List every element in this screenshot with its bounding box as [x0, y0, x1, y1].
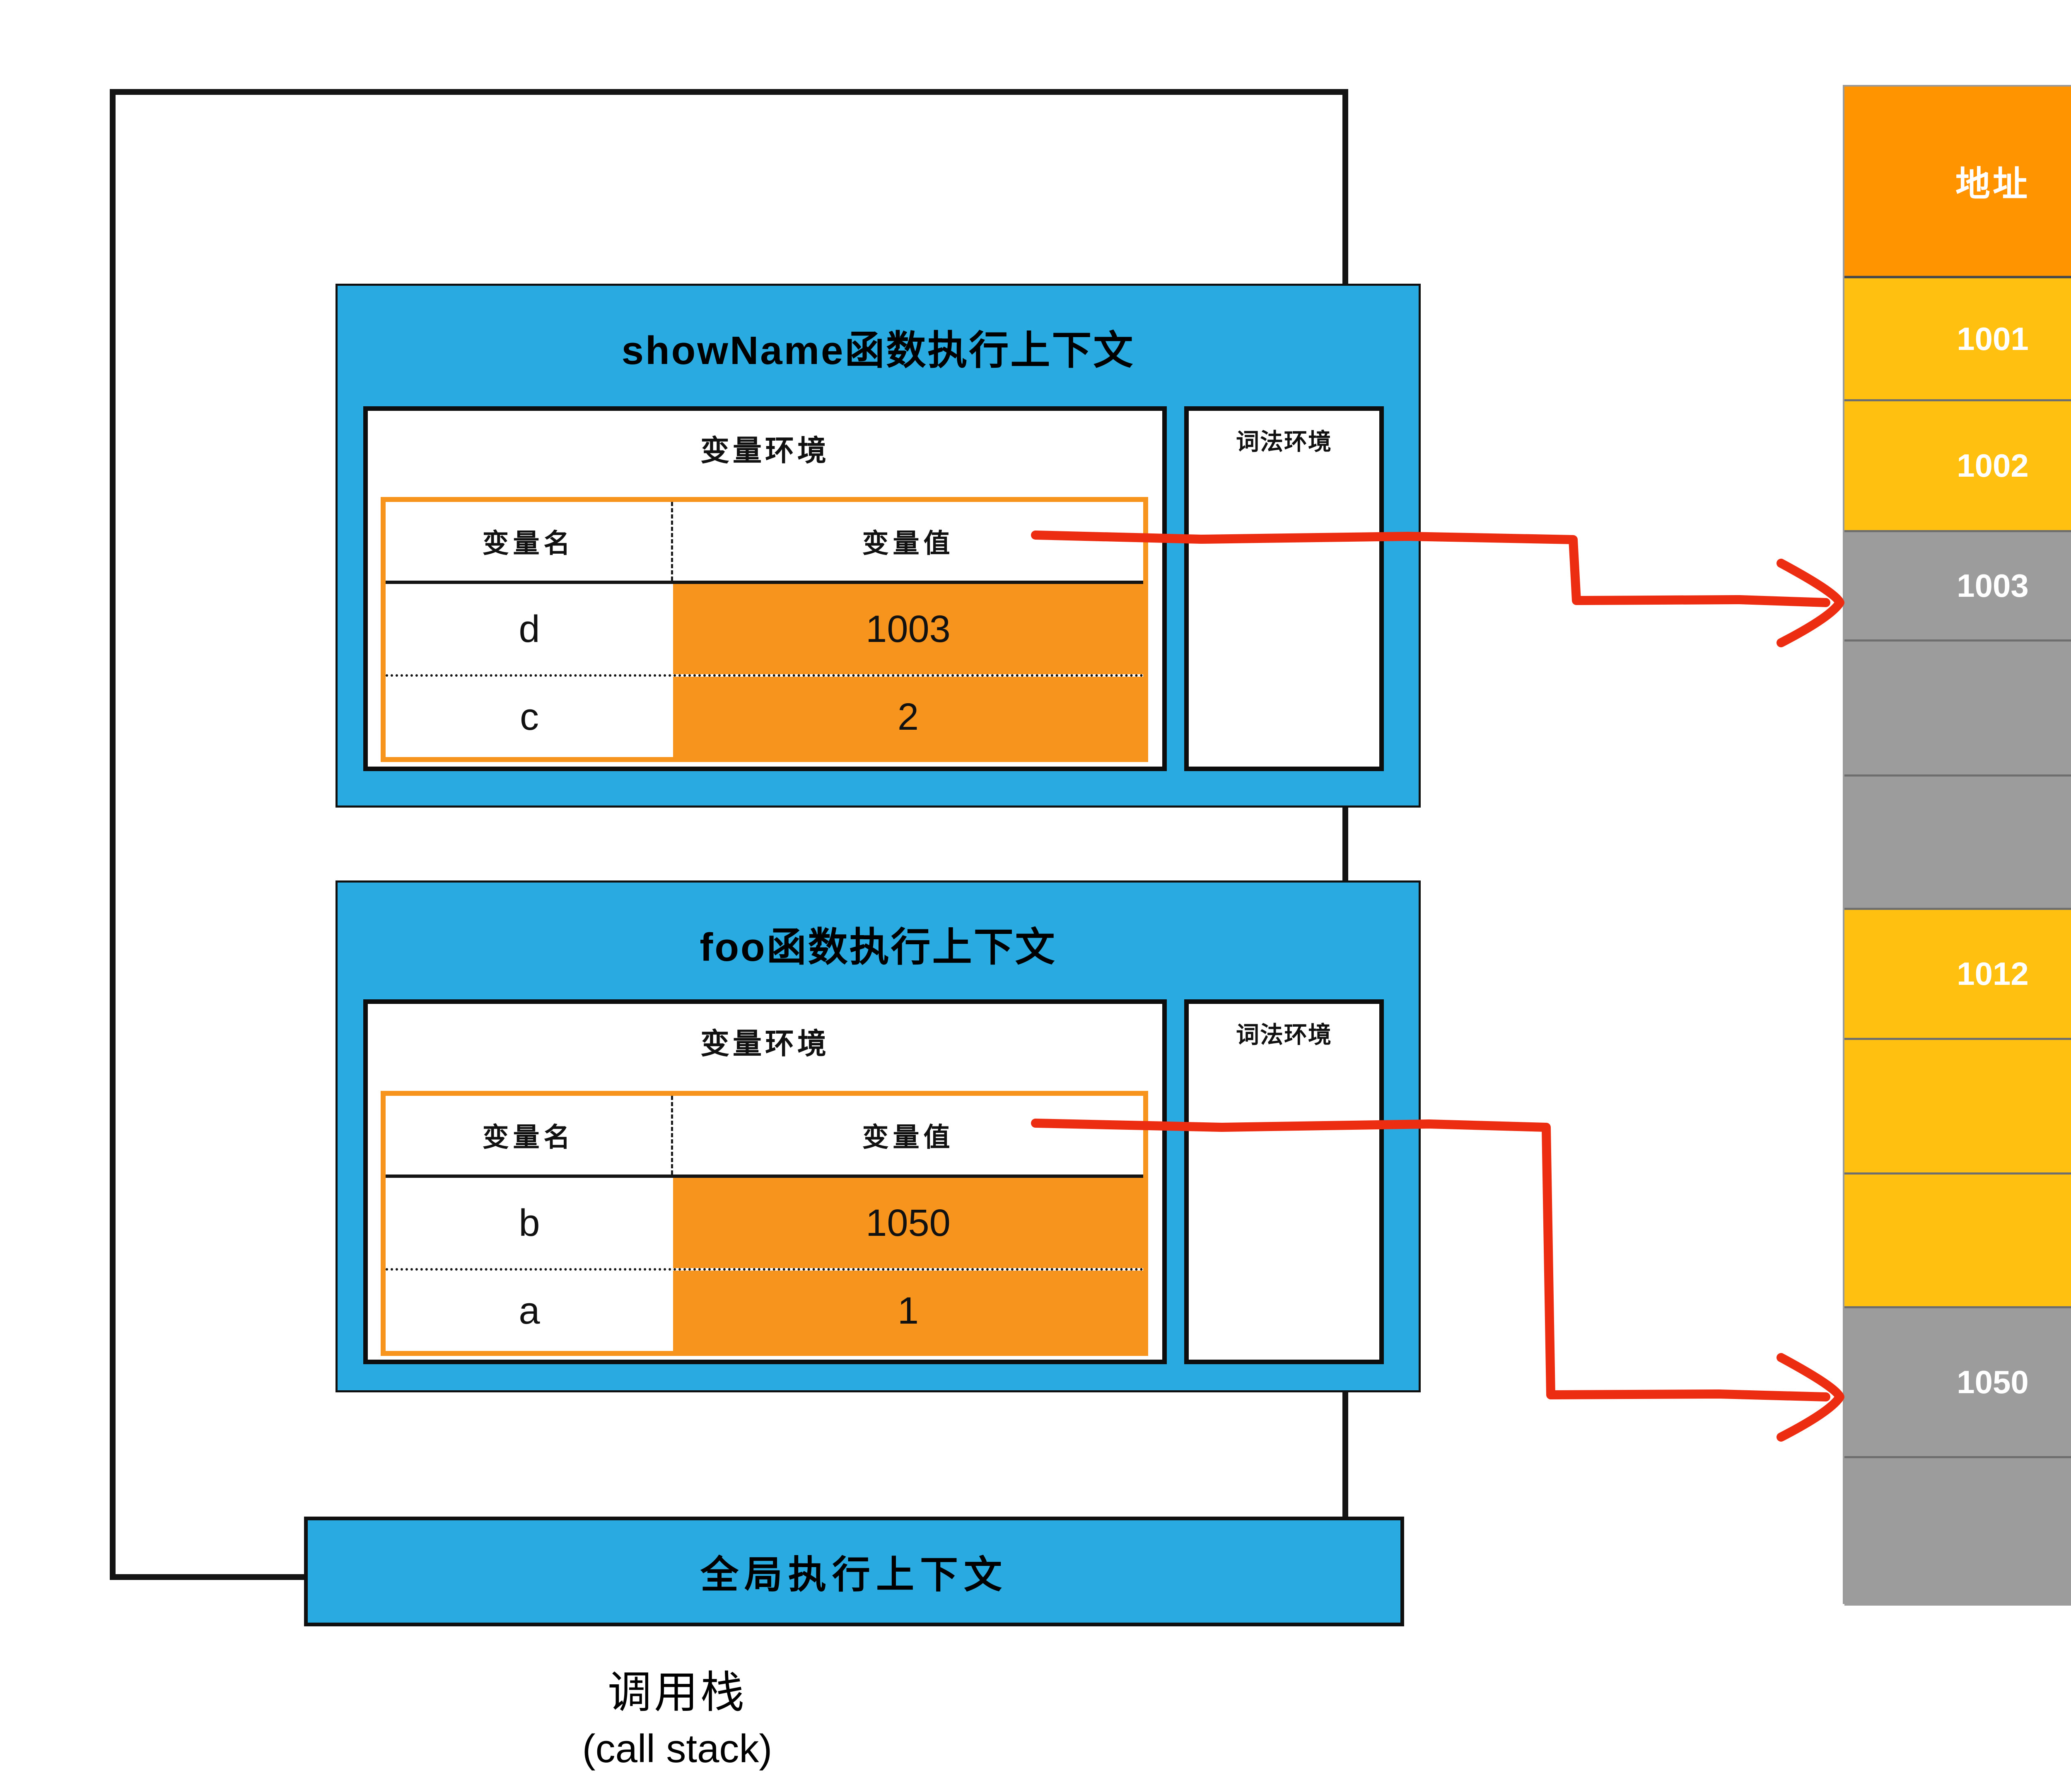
heap-address-cell [1844, 639, 2071, 774]
heap-address-cell: 1001 [1844, 278, 2071, 399]
heap-address-cell [1844, 1456, 2071, 1606]
variable-name: a [386, 1271, 673, 1351]
showname-lexical-env-label: 词法环境 [1236, 429, 1332, 455]
call-stack-caption: 调用栈 [608, 1668, 747, 1717]
variable-name: c [386, 677, 673, 757]
heap-address-cell [1844, 1038, 2071, 1172]
heap-address-column: 1001 1002 1003 1012 1050 [1844, 278, 2071, 1606]
heap-address-cell [1844, 774, 2071, 908]
variable-value: 1050 [673, 1178, 1143, 1268]
arrow-1003-head [1777, 559, 1844, 647]
table-row: a 1 [386, 1268, 1143, 1351]
global-context-bar: 全局执行上下文 [304, 1517, 1404, 1626]
heap-table: 地址 值 1001 1002 1003 1012 1050 {name:“极客时… [1843, 85, 2071, 1606]
call-stack-caption-en: (call stack) [582, 1727, 772, 1771]
heap-column-header-address: 地址 [1844, 87, 2071, 276]
arrow-1050-head [1777, 1353, 1844, 1442]
heap-address-cell: 1012 [1844, 908, 2071, 1038]
context-showname-title: showName函数执行上下文 [621, 328, 1135, 373]
heap-caption: 堆空间 [1962, 1657, 2071, 1720]
foo-table-header: 变量名 变量值 [386, 1096, 1143, 1178]
table-row: b 1050 [386, 1178, 1143, 1268]
heap-address-cell: 1003 [1844, 530, 2071, 639]
showname-variable-env-label: 变量环境 [700, 434, 830, 467]
showname-lexical-env-box: 词法环境 [1184, 406, 1384, 771]
heap-address-cell: 1050 [1844, 1306, 2071, 1456]
foo-variable-table: 变量名 变量值 b 1050 a 1 [381, 1091, 1148, 1356]
heap-body: 1001 1002 1003 1012 1050 {name:“极客时间”} {… [1844, 278, 2071, 1606]
variable-value: 1003 [673, 584, 1143, 674]
column-header-value: 变量值 [862, 1122, 954, 1152]
column-header-value: 变量值 [862, 528, 954, 558]
showname-variable-table: 变量名 变量值 d 1003 c 2 [381, 497, 1148, 762]
variable-value: 1 [673, 1271, 1143, 1351]
column-header-name: 变量名 [386, 502, 673, 581]
table-row: d 1003 [386, 584, 1143, 674]
context-foo-title: foo函数执行上下文 [700, 925, 1057, 970]
heap-address-cell [1844, 1172, 2071, 1306]
variable-name: d [386, 584, 673, 674]
heap-caption-en: (heap) [1962, 1726, 2071, 1772]
heap-address-cell: 1002 [1844, 399, 2071, 530]
variable-value: 2 [673, 677, 1143, 757]
foo-lexical-env-label: 词法环境 [1236, 1022, 1332, 1048]
heap-header: 地址 值 [1844, 87, 2071, 278]
variable-name: b [386, 1178, 673, 1268]
call-stack-box: showName函数执行上下文 变量环境 变量名 变量值 d 1003 c 2 … [110, 89, 1421, 1626]
foo-variable-env-label: 变量环境 [700, 1027, 830, 1060]
column-header-name: 变量名 [386, 1096, 673, 1175]
foo-lexical-env-box: 词法环境 [1184, 999, 1384, 1364]
table-row: c 2 [386, 674, 1143, 757]
showname-table-header: 变量名 变量值 [386, 502, 1143, 584]
